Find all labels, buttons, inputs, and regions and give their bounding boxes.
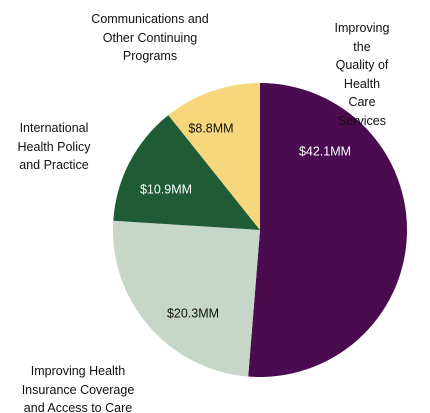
category-label: Improving Health Insurance Coverage and …	[21, 364, 135, 413]
category-label: Communications and Other Continuing Prog…	[91, 12, 209, 63]
value-label: $8.8MM	[188, 121, 233, 135]
category-label: Improving the Quality of Health Care Ser…	[334, 21, 390, 128]
pie-slice	[113, 115, 260, 230]
pie-slice	[113, 220, 261, 377]
pie-slice	[168, 83, 260, 230]
category-label: International Health Policy and Practice	[17, 121, 91, 172]
value-label: $42.1MM	[299, 144, 351, 158]
pie-slice	[248, 83, 408, 378]
value-label: $20.3MM	[167, 306, 219, 320]
value-label: $10.9MM	[140, 182, 192, 196]
